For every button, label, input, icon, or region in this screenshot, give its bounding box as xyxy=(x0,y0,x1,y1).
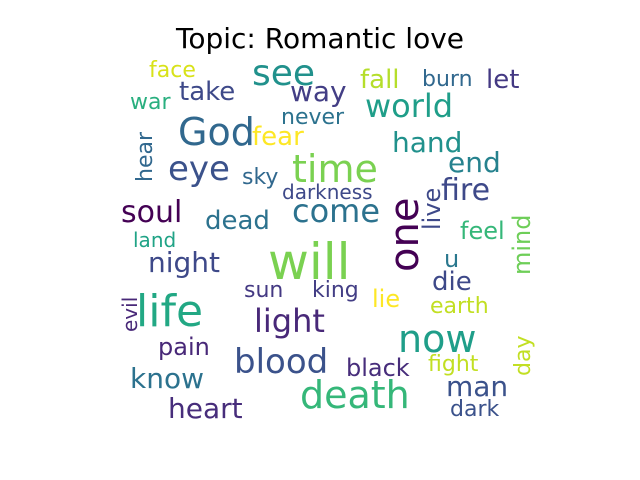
word-dead: dead xyxy=(205,206,270,236)
word-come: come xyxy=(292,192,380,230)
word-king: king xyxy=(312,278,359,303)
word-burn: burn xyxy=(422,67,473,92)
word-now: now xyxy=(398,317,476,361)
word-way: way xyxy=(290,75,347,108)
word-death: death xyxy=(300,373,410,417)
word-light: light xyxy=(254,302,325,340)
word-God: God xyxy=(178,110,255,154)
word-night: night xyxy=(148,246,220,279)
word-black: black xyxy=(346,354,410,382)
word-hand: hand xyxy=(392,126,462,159)
word-soul: soul xyxy=(121,195,182,230)
word-eye: eye xyxy=(168,149,230,189)
word-end: end xyxy=(448,146,501,179)
word-fall: fall xyxy=(360,65,400,95)
word-sun: sun xyxy=(244,278,283,303)
word-never: never xyxy=(281,105,345,130)
word-earth: earth xyxy=(430,294,489,319)
word-world: world xyxy=(365,87,453,125)
word-see: see xyxy=(252,53,315,94)
word-dark: dark xyxy=(450,397,499,422)
word-darkness: darkness xyxy=(282,180,373,204)
word-mind: mind xyxy=(508,215,536,276)
word-war: war xyxy=(130,90,171,115)
chart-title: Topic: Romantic love xyxy=(175,22,465,55)
word-fear: fear xyxy=(252,122,304,152)
word-u: u xyxy=(444,245,459,273)
word-take: take xyxy=(179,77,235,107)
word-one: one xyxy=(382,198,428,272)
word-know: know xyxy=(130,362,204,395)
word-man: man xyxy=(446,370,508,403)
word-pain: pain xyxy=(158,333,210,361)
word-evil: evil xyxy=(118,297,142,332)
word-blood: blood xyxy=(234,342,328,382)
word-heart: heart xyxy=(168,392,243,425)
word-lie: lie xyxy=(372,285,400,313)
word-sky: sky xyxy=(242,165,278,190)
word-live: live xyxy=(418,188,446,230)
word-day: day xyxy=(511,336,536,376)
word-feel: feel xyxy=(460,217,505,245)
word-fight: fight xyxy=(428,352,479,377)
word-die: die xyxy=(432,267,472,297)
word-time: time xyxy=(292,147,378,191)
word-let: let xyxy=(486,65,519,95)
word-land: land xyxy=(133,228,176,252)
word-fire: fire xyxy=(441,173,490,208)
word-life: life xyxy=(136,286,203,337)
word-face: face xyxy=(149,58,196,83)
word-will: will xyxy=(268,233,351,291)
word-hear: hear xyxy=(133,131,158,182)
